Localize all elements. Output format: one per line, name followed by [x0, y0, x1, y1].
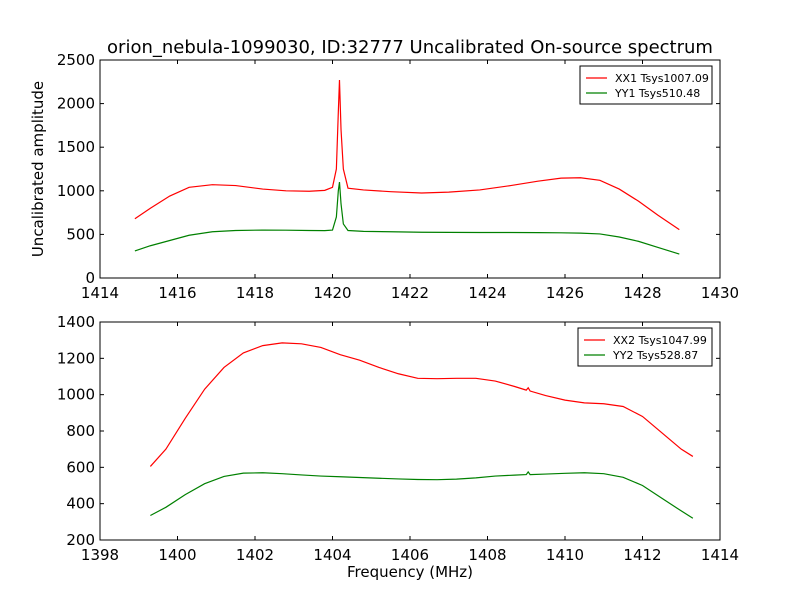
x-tick-label: 1420: [313, 284, 351, 302]
y-tick-label: 500: [66, 225, 95, 243]
x-tick-label: 1430: [701, 284, 739, 302]
x-tick-label: 1422: [391, 284, 429, 302]
legend-box: [579, 65, 713, 105]
x-tick-label: 1424: [468, 284, 506, 302]
x-tick-label: 1402: [236, 546, 274, 564]
x-tick-label: 1406: [391, 546, 429, 564]
y-axis-label: Uncalibrated amplitude: [29, 81, 47, 257]
figure-title: orion_nebula-1099030, ID:32777 Uncalibra…: [107, 37, 713, 58]
series-line-xx1-tsys1007-09: [134, 80, 680, 231]
x-tick-label: 1412: [623, 546, 661, 564]
bottom-spectrum-panel: 1398 1400 1402 1404 1406 1408 1410 1412 1414 200 4…: [57, 313, 739, 564]
x-tick-label: 1398: [81, 546, 119, 564]
series-line-yy2-tsys528-87: [150, 470, 694, 519]
y-tick-label: 800: [66, 422, 95, 440]
x-tick-label: 1418: [236, 284, 274, 302]
series-line-yy1-tsys510-48: [134, 182, 680, 255]
x-tick-label: 1404: [313, 546, 351, 564]
x-tick-label: 1408: [468, 546, 506, 564]
x-tick-label: 1416: [158, 284, 196, 302]
y-tick-label: 200: [66, 531, 95, 549]
x-tick-label: 1426: [546, 284, 584, 302]
legend-label: YY2 Tsys528.87: [612, 349, 698, 362]
x-tick-label: 1400: [158, 546, 196, 564]
legend-box: [577, 327, 713, 367]
legend-label: XX1 Tsys1007.09: [615, 72, 709, 85]
x-tick-label: 1410: [546, 546, 584, 564]
y-tick-label: 1000: [57, 182, 95, 200]
y-tick-label: 0: [85, 269, 95, 287]
x-tick-label: 1414: [701, 546, 739, 564]
y-tick-label: 1500: [57, 138, 95, 156]
y-tick-label: 2000: [57, 95, 95, 113]
top-spectrum-panel: 1414 1416 1418 1420 1422 1424 1426 1428 1430 0 500…: [57, 51, 739, 302]
y-tick-label: 400: [66, 495, 95, 513]
y-tick-label: 2500: [57, 51, 95, 69]
y-tick-label: 1000: [57, 386, 95, 404]
x-axis-label: Frequency (MHz): [347, 563, 473, 581]
legend-label: YY1 Tsys510.48: [614, 87, 700, 100]
y-tick-label: 1400: [57, 313, 95, 331]
y-tick-label: 1200: [57, 349, 95, 367]
series-line-xx2-tsys1047-99: [149, 342, 694, 467]
x-tick-label: 1428: [623, 284, 661, 302]
legend-label: XX2 Tsys1047.99: [613, 334, 707, 347]
y-tick-label: 600: [66, 458, 95, 476]
x-tick-label: 1414: [81, 284, 119, 302]
